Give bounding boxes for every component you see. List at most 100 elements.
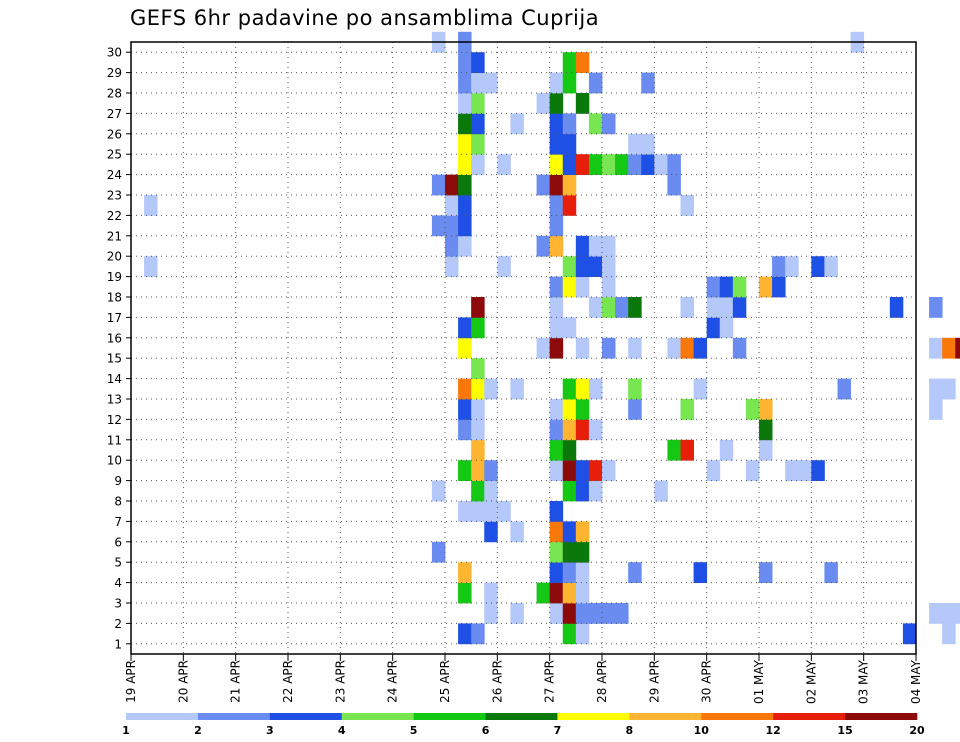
x-tick-label: 22 APR <box>281 660 295 703</box>
heatmap-cell <box>759 419 773 441</box>
heatmap-cell <box>575 419 590 441</box>
y-tick-label: 14 <box>107 372 122 386</box>
heatmap-cell <box>497 154 511 175</box>
heatmap-cell <box>562 317 577 339</box>
heatmap-cell <box>510 603 524 624</box>
y-tick-label: 21 <box>107 229 122 243</box>
heatmap-cell <box>549 93 564 114</box>
heatmap-cell <box>562 276 577 298</box>
heatmap-cell <box>602 337 616 359</box>
heatmap-cell <box>510 113 524 135</box>
heatmap-cell <box>144 195 158 216</box>
heatmap-cell <box>562 378 577 400</box>
y-tick-label: 5 <box>114 556 122 570</box>
heatmap-cell <box>471 501 485 522</box>
heatmap-cell <box>602 154 616 175</box>
heatmap-cell <box>471 154 485 175</box>
heatmap-cell <box>562 174 577 196</box>
heatmap-cell <box>497 501 511 522</box>
x-tick-label: 26 APR <box>490 660 504 703</box>
heatmap-cell <box>575 276 590 298</box>
heatmap-cell <box>458 317 472 339</box>
heatmap-cell <box>719 297 734 318</box>
heatmap-cell <box>929 378 943 400</box>
heatmap-cell <box>811 460 825 481</box>
heatmap-cell <box>549 521 564 543</box>
heatmap-cell <box>562 541 577 563</box>
heatmap-cell <box>575 93 590 114</box>
x-tick-label: 01 MAY <box>752 659 766 704</box>
x-tick-label: 25 APR <box>438 660 452 703</box>
heatmap-cell <box>824 562 838 583</box>
legend-label: 10 <box>694 724 710 737</box>
heatmap-cell <box>615 603 629 624</box>
heatmap-cell <box>562 195 577 216</box>
heatmap-cell <box>445 215 459 237</box>
y-tick-label: 9 <box>114 474 122 488</box>
heatmap-cell <box>706 297 721 318</box>
y-tick-label: 19 <box>107 270 122 284</box>
y-tick-label: 27 <box>107 107 122 121</box>
heatmap-cell <box>602 235 616 257</box>
chart-title: GEFS 6hr padavine po ansamblima Cuprija <box>130 6 600 30</box>
heatmap-cell <box>745 460 760 481</box>
heatmap-cell <box>458 460 472 481</box>
heatmap-cell <box>706 276 721 298</box>
heatmap-cell <box>575 603 590 624</box>
heatmap-cell <box>575 235 590 257</box>
heatmap-cell <box>693 337 708 359</box>
y-tick-label: 22 <box>107 209 122 223</box>
y-tick-label: 11 <box>107 433 122 447</box>
heatmap-cell <box>549 235 564 257</box>
heatmap-cell <box>942 378 956 400</box>
heatmap-cell <box>471 297 485 318</box>
heatmap-cell <box>732 276 747 298</box>
heatmap-cell <box>549 113 564 135</box>
heatmap-cell <box>549 317 564 339</box>
heatmap-cell <box>641 72 655 94</box>
legend-swatch <box>845 713 918 720</box>
heatmap-cell <box>628 297 642 318</box>
heatmap-cell <box>628 399 642 420</box>
heatmap-cell <box>602 113 616 135</box>
heatmap-cell <box>602 603 616 624</box>
x-tick-label: 21 APR <box>229 660 243 703</box>
y-tick-label: 28 <box>107 87 122 101</box>
legend-swatch <box>341 713 414 720</box>
heatmap-cell <box>811 256 825 277</box>
heatmap-cell <box>772 256 786 277</box>
y-tick-label: 7 <box>114 515 122 529</box>
heatmap-cell <box>929 603 943 624</box>
heatmap-cell <box>471 52 485 73</box>
heatmap-cell <box>680 297 694 318</box>
heatmap-cell <box>602 297 616 318</box>
x-tick-label: 27 APR <box>543 660 557 703</box>
y-tick-label: 18 <box>107 291 122 305</box>
heatmap-cell <box>471 460 485 481</box>
heatmap-cell <box>693 378 708 400</box>
heatmap-cell <box>942 603 956 624</box>
y-tick-label: 24 <box>107 168 122 182</box>
heatmap-cell <box>471 419 485 441</box>
heatmap-cell <box>732 337 747 359</box>
heatmap-cell <box>484 72 498 94</box>
heatmap-cell <box>628 154 642 175</box>
y-tick-label: 26 <box>107 127 122 141</box>
heatmap-cell <box>562 521 577 543</box>
x-tick-label: 20 APR <box>176 660 190 703</box>
heatmap-cell <box>562 460 577 481</box>
heatmap-cell <box>575 337 590 359</box>
heatmap-cell <box>680 439 694 461</box>
heatmap-cell <box>719 439 734 461</box>
legend-swatch <box>485 713 558 720</box>
legend-label: 5 <box>410 724 418 737</box>
heatmap-cell <box>602 276 616 298</box>
heatmap-cell <box>719 276 734 298</box>
heatmap-cell <box>458 235 472 257</box>
heatmap-cell <box>549 399 564 420</box>
heatmap-cell <box>549 460 564 481</box>
heatmap-cell <box>549 133 564 155</box>
heatmap-cell <box>549 154 564 175</box>
heatmap-cell <box>471 358 485 379</box>
